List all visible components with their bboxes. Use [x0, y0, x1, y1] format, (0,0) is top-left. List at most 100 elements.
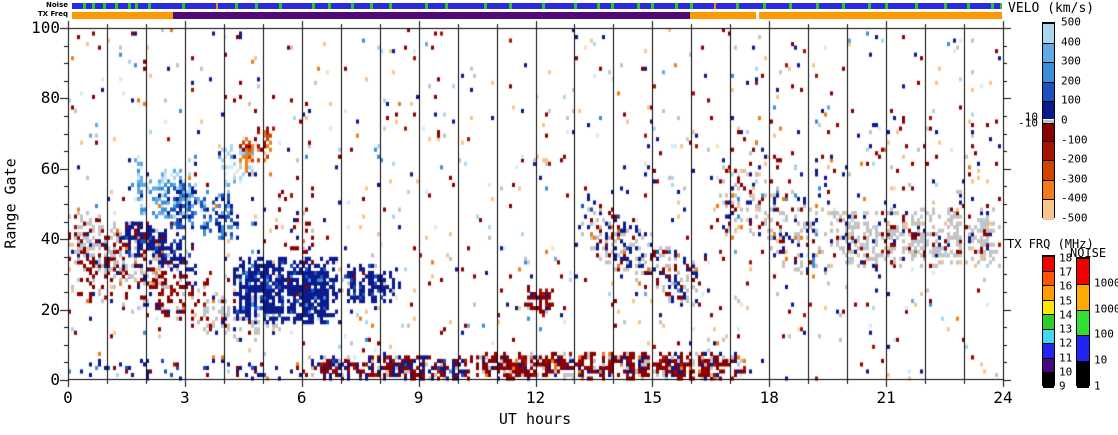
txfrq-colorbar-segment [1043, 270, 1054, 287]
txfrq-scale-label: 11 [1059, 351, 1073, 365]
noise-strip-mark [736, 3, 740, 9]
noise-strip-mark [483, 3, 487, 9]
txfrq-colorbar [1042, 255, 1055, 388]
noise-colorbar-segment [1077, 335, 1089, 363]
txfrq-colorbar-segment [1043, 372, 1054, 388]
noise-scale-label: 10 [1094, 353, 1108, 367]
noise-strip-mark [816, 3, 819, 9]
noise-strip-mark [868, 3, 872, 9]
noise-strip-mark [842, 3, 846, 9]
velocity-scale-label: 0 [1061, 113, 1068, 127]
noise-strip-mark [944, 3, 948, 9]
txfrq-colorbar-segment [1043, 285, 1054, 301]
y-tick-label: 40 [40, 229, 60, 249]
x-axis-title: UT hours [498, 410, 572, 428]
x-tick-label: 12 [525, 388, 546, 407]
noise-strip-mark [135, 3, 139, 9]
velocity-threshold-label: -10 [1018, 116, 1038, 130]
x-tick-label: 9 [413, 388, 424, 407]
velocity-colorbar-segment [1043, 179, 1054, 201]
txfrq-scale-label: 9 [1059, 379, 1066, 393]
txfrq-scale-label: 17 [1059, 265, 1073, 279]
velocity-colorbar-title: VELO (km/s) [1008, 1, 1095, 16]
txfreq-strip-segment [759, 12, 1002, 19]
noise-strip-mark [425, 3, 429, 9]
velocity-scale-label: 300 [1061, 54, 1081, 68]
noise-strip-mark [637, 3, 641, 9]
velocity-colorbar-segment [1043, 42, 1054, 64]
y-tick-label: 20 [40, 299, 60, 319]
txfrq-scale-label: 16 [1059, 279, 1073, 293]
noise-strip-mark [255, 3, 259, 9]
txfreq-strip-segment [173, 12, 691, 19]
txfreq-strip-label: TX Freq [37, 10, 68, 18]
velocity-colorbar [1042, 22, 1055, 220]
noise-strip-mark [102, 3, 106, 9]
noise-colorbar-segment [1077, 361, 1089, 388]
noise-strip-mark [327, 3, 331, 9]
noise-strip-mark [914, 3, 918, 9]
noise-colorbar-title: NOISE [1070, 246, 1107, 260]
noise-strip-mark [789, 3, 793, 9]
txfrq-scale-label: 13 [1059, 322, 1073, 336]
velocity-colorbar-segment [1043, 81, 1054, 103]
txfrq-colorbar-segment [1043, 343, 1054, 359]
x-tick-label: 3 [180, 388, 190, 407]
y-tick-label: 60 [40, 158, 60, 178]
x-tick-label: 0 [63, 388, 73, 407]
txfreq-strip-segment [72, 12, 174, 19]
velocity-scale-label: 200 [1061, 74, 1081, 88]
noise-strip-mark [114, 3, 118, 9]
noise-strip-mark [689, 3, 693, 9]
velocity-scale-label: -400 [1061, 191, 1088, 205]
y-tick-label: 0 [50, 370, 60, 389]
noise-scale-label: 1000 [1094, 302, 1118, 316]
noise-strip-mark [762, 3, 766, 9]
noise-strip-mark [611, 3, 615, 9]
noise-strip-mark [674, 3, 678, 9]
velocity-colorbar-segment [1043, 101, 1054, 121]
txfreq-strip [72, 12, 1002, 19]
txfrq-scale-label: 14 [1059, 308, 1073, 322]
noise-strip-mark [651, 3, 655, 9]
noise-strip-mark [574, 3, 578, 9]
y-tick-label: 100 [31, 18, 60, 37]
txfrq-scale-label: 15 [1059, 294, 1073, 308]
noise-strip-mark [83, 3, 87, 9]
txfrq-scale-label: 12 [1059, 336, 1073, 350]
noise-strip-mark [884, 3, 888, 9]
noise-scale-label: 10000 [1094, 276, 1118, 290]
velocity-scale-label: -100 [1061, 133, 1088, 147]
noise-strip-mark [92, 3, 96, 9]
velocity-scale-label: 400 [1061, 35, 1081, 49]
txfrq-colorbar-title: TX FRQ (MHz) [1007, 237, 1094, 251]
txfrq-scale-label: 10 [1059, 365, 1073, 379]
velocity-colorbar-segment [1043, 140, 1054, 162]
noise-strip-mark [127, 3, 131, 9]
txfrq-colorbar-segment [1043, 357, 1054, 374]
noise-strip-orange-mark [216, 3, 219, 9]
noise-strip-mark [369, 3, 373, 9]
velocity-colorbar-segment [1043, 62, 1054, 83]
txfrq-colorbar-segment [1043, 328, 1054, 345]
velocity-colorbar-segment [1043, 160, 1054, 181]
txfrq-colorbar-segment [1043, 299, 1054, 316]
x-tick-label: 18 [759, 388, 779, 407]
noise-strip-mark [389, 3, 393, 9]
velocity-colorbar-segment [1043, 199, 1054, 220]
y-axis-title: Range Gate [1, 158, 20, 249]
noise-strip-mark [351, 3, 354, 9]
txfrq-colorbar-segment [1043, 256, 1054, 272]
noise-strip-mark [279, 3, 283, 9]
velocity-threshold-label: 10 [1024, 110, 1038, 124]
noise-colorbar-segment [1077, 309, 1089, 337]
rti-plot-canvas [60, 20, 1018, 392]
noise-strip-mark [990, 3, 994, 9]
velocity-scale-label: -200 [1061, 152, 1088, 166]
noise-strip-mark [444, 3, 448, 9]
noise-colorbar-segment [1077, 283, 1089, 311]
y-tick-label: 80 [40, 88, 60, 108]
noise-strip-mark [509, 3, 513, 9]
txfrq-colorbar-segment [1043, 314, 1054, 330]
